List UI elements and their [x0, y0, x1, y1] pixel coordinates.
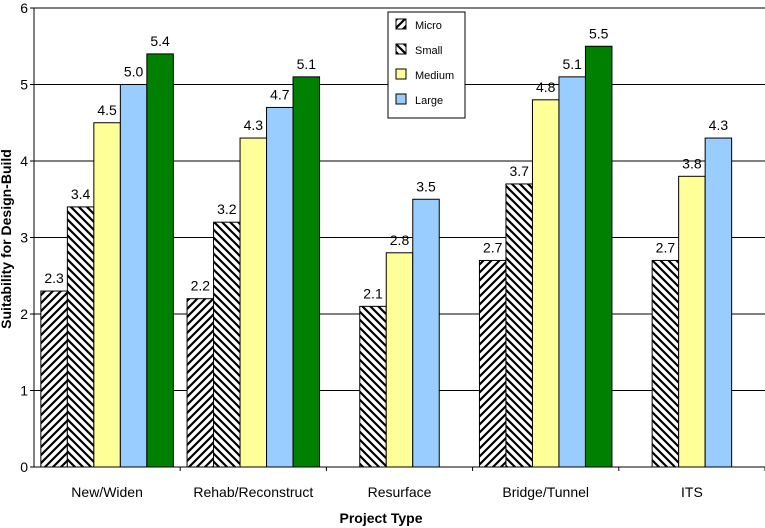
x-category-label: Resurface: [368, 484, 432, 500]
bar-medium: [93, 122, 121, 468]
bar-large: [119, 84, 148, 468]
x-category-label: Bridge/Tunnel: [502, 484, 589, 500]
x-category-label: New/Widen: [71, 484, 143, 500]
bar-small: [359, 305, 387, 468]
bar-small: [505, 183, 533, 468]
data-label: 3.8: [682, 155, 702, 171]
x-axis-title: Project Type: [340, 510, 423, 526]
legend: Micro Small Medium Large: [387, 11, 466, 119]
y-tick-label: 4: [20, 153, 28, 169]
x-category-label: ITS: [681, 484, 703, 500]
data-label: 2.3: [44, 270, 64, 286]
legend-label: Large: [415, 95, 443, 107]
x-category-labels: New/Widen Rehab/Reconstruct Resurface Bridg…: [71, 467, 765, 500]
y-tick-label: 5: [20, 77, 28, 93]
bar-micro: [478, 259, 507, 468]
y-tick-label: 0: [20, 459, 28, 475]
bar-medium: [385, 252, 414, 468]
bar-small: [651, 259, 680, 468]
bar-very-large: [584, 45, 613, 468]
data-label: 2.2: [191, 278, 211, 294]
data-label: 5.4: [150, 33, 170, 49]
data-label: 3.4: [71, 186, 91, 202]
data-label: 2.7: [656, 239, 676, 255]
data-label: 2.8: [390, 232, 410, 248]
bar-very-large: [292, 76, 321, 468]
data-label: 3.5: [416, 178, 436, 194]
bar-micro: [186, 298, 215, 468]
data-label: 5.1: [562, 56, 582, 72]
y-tick-label: 6: [20, 0, 28, 16]
data-label: 4.7: [270, 86, 290, 102]
y-tick-labels: 0 1 2 3 4 5 6: [20, 0, 34, 475]
data-label: 5.1: [297, 56, 317, 72]
bar-small: [66, 206, 95, 468]
bar-very-large: [146, 53, 174, 468]
legend-label: Small: [415, 45, 443, 57]
legend-label: Micro: [415, 20, 442, 32]
bar-micro: [40, 290, 68, 468]
bar-large: [266, 106, 294, 468]
bars: [40, 45, 733, 468]
bar-medium: [239, 137, 268, 468]
data-label: 3.7: [509, 163, 529, 179]
bar-medium: [531, 99, 560, 468]
bar-large: [704, 137, 733, 468]
bar-large: [558, 76, 586, 468]
legend-swatch: [395, 43, 407, 55]
y-tick-label: 1: [20, 383, 28, 399]
legend-swatch: [395, 68, 407, 80]
x-category-label: Rehab/Reconstruct: [193, 484, 313, 500]
data-label: 4.3: [244, 117, 264, 133]
y-tick-label: 2: [20, 306, 28, 322]
data-label: 5.0: [124, 64, 144, 80]
bar-large: [412, 198, 440, 468]
data-label: 2.1: [363, 285, 383, 301]
data-label: 4.3: [709, 117, 729, 133]
data-label: 4.5: [97, 102, 117, 118]
data-label: 4.8: [536, 79, 556, 95]
bar-small: [213, 221, 241, 468]
legend-swatch: [395, 93, 407, 105]
y-tick-label: 3: [20, 230, 28, 246]
data-label: 3.2: [217, 201, 237, 217]
y-axis-title: Suitability for Design-Build: [0, 149, 14, 329]
data-label: 5.5: [589, 25, 609, 41]
data-label: 2.7: [483, 239, 503, 255]
legend-swatch: [395, 18, 407, 30]
legend-label: Medium: [415, 70, 454, 82]
data-labels: 2.3 3.4 4.5 5.0 5.4 2.2 3.2 4.3 4.7 5.1 2.1 2.8 3.5 2…: [44, 25, 728, 301]
bar-medium: [678, 175, 706, 468]
